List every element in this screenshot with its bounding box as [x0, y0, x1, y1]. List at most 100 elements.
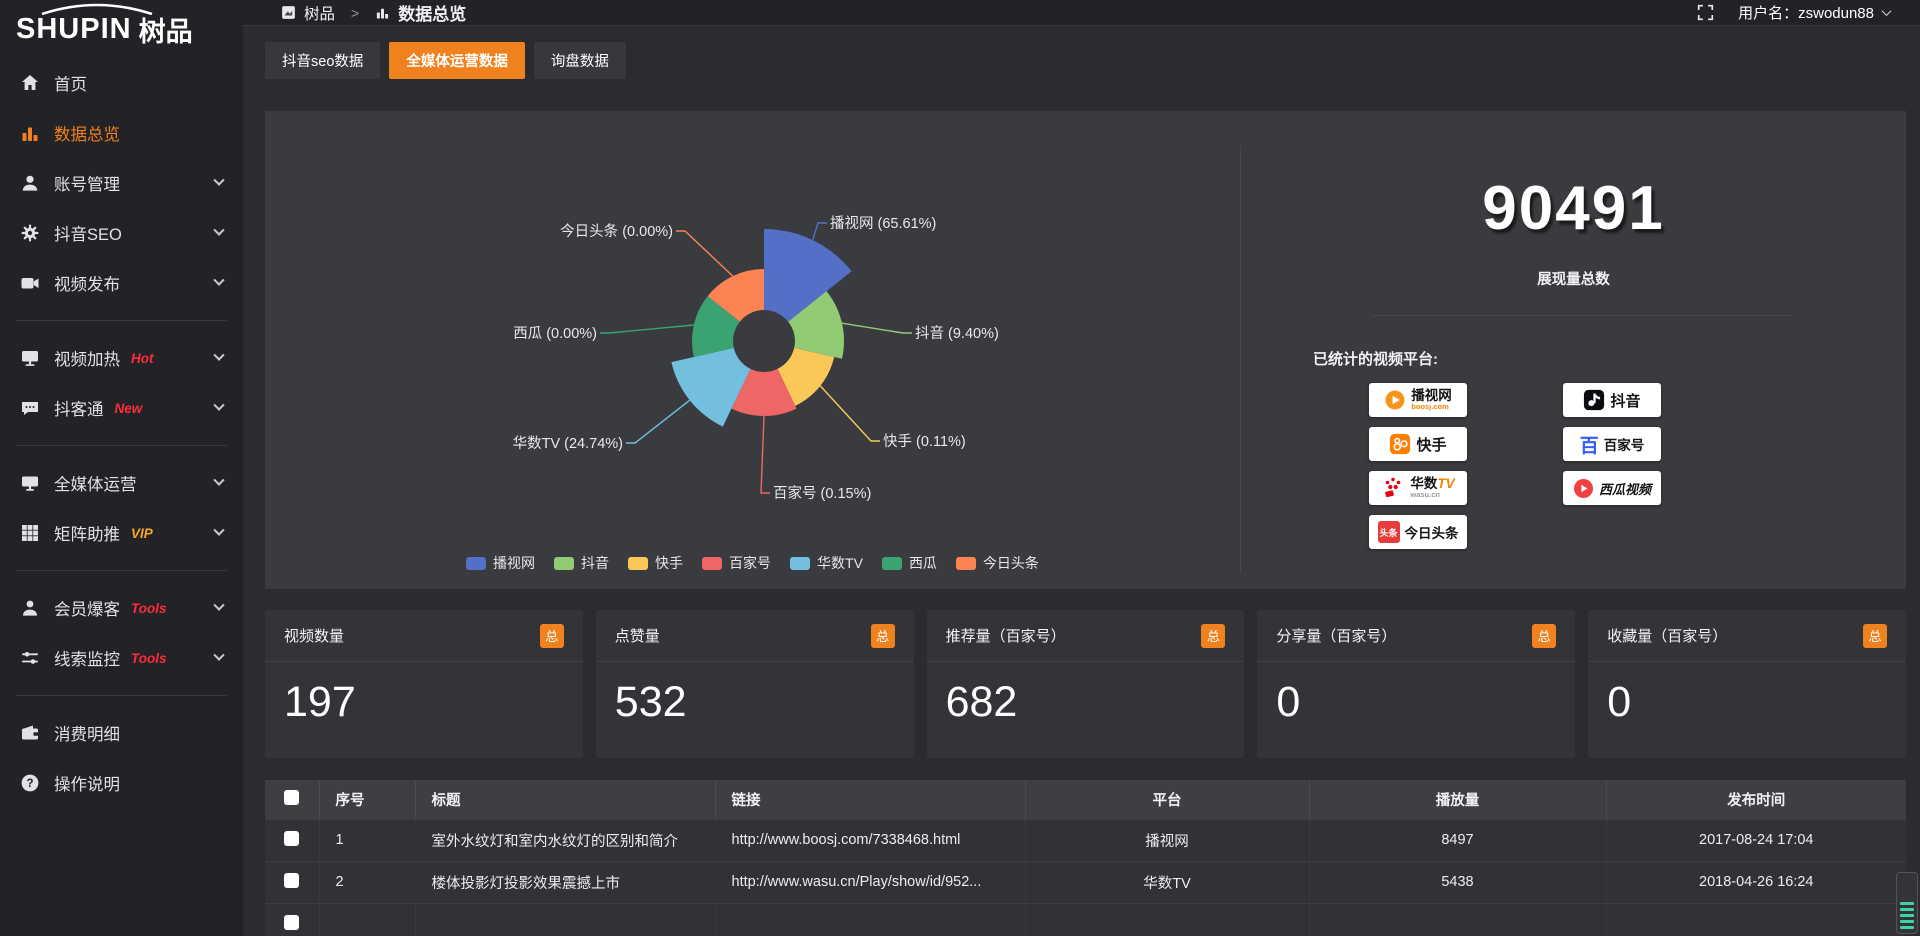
- monitor-icon: [20, 473, 40, 493]
- summary-divider: [1371, 315, 1791, 316]
- legend-item-播视网[interactable]: 播视网: [466, 553, 535, 573]
- sidebar-item-label: 首页: [54, 76, 87, 94]
- platform-badge-douyin[interactable]: 抖音: [1563, 383, 1661, 417]
- sidebar-item-video-publish[interactable]: 视频发布: [0, 258, 243, 308]
- sidebar-item-user[interactable]: 账号管理: [0, 158, 243, 208]
- slice-抖音[interactable]: [788, 291, 844, 359]
- row-checkbox[interactable]: [284, 914, 300, 930]
- sidebar-item-home[interactable]: 首页: [0, 58, 243, 108]
- cell-no: 2: [319, 860, 416, 903]
- sidebar-item-tag: New: [114, 400, 143, 416]
- panel-divider: [1240, 145, 1241, 573]
- platform-badge-kuaishou[interactable]: 快手: [1369, 427, 1467, 461]
- column-header-2: 链接: [715, 780, 1026, 819]
- topbar: 树品 > 数据总览 用户名：zswodun88: [243, 0, 1920, 26]
- sidebar-item-label: 矩阵助推: [54, 526, 120, 544]
- breadcrumb-current[interactable]: 数据总览: [398, 5, 467, 24]
- sidebar-item-label: 抖客通: [54, 401, 104, 419]
- sidebar-item-label: 消费明细: [54, 726, 120, 744]
- legend-swatch: [628, 556, 649, 570]
- slice-百家号[interactable]: [731, 368, 797, 417]
- videos-table: 序号 标题 链接 平台 播放量 发布时间 1 室外水纹灯和室内水纹灯的区别和简介 http…: [265, 780, 1906, 936]
- slice-播视网[interactable]: [764, 229, 852, 322]
- sidebar-item-bar-chart[interactable]: 数据总览: [0, 108, 243, 158]
- row-checkbox[interactable]: [284, 830, 300, 846]
- legend-item-抖音[interactable]: 抖音: [554, 553, 609, 573]
- summary-panel: 90491 展现量总数 已统计的视频平台: 播视网 boosj.com 快手 华数TV…: [1241, 111, 1906, 589]
- chevron-down-icon: [213, 399, 225, 411]
- help-icon: ?: [20, 773, 40, 793]
- table-row: 1 室外水纹灯和室内水纹灯的区别和简介 http://www.boosj.com…: [265, 818, 1906, 861]
- tab-2[interactable]: 询盘数据: [533, 42, 626, 79]
- chevron-down-icon: [213, 649, 225, 661]
- total-impressions-value: 90491: [1482, 174, 1665, 243]
- select-all-checkbox[interactable]: [284, 789, 300, 805]
- monitor-play-icon: [20, 348, 40, 368]
- tab-1[interactable]: 全媒体运营数据: [389, 42, 525, 79]
- main-content: 抖音seo数据 全媒体运营数据 询盘数据 播视网 (65.61%) 抖音 (9.40%…: [243, 26, 1920, 936]
- total-badge[interactable]: 总: [1862, 623, 1887, 648]
- sidebar-item-grid[interactable]: 矩阵助推 VIP: [0, 508, 243, 558]
- stat-card-4: 收藏量（百家号） 总 0: [1588, 610, 1906, 758]
- sidebar-item-monitor[interactable]: 全媒体运营: [0, 458, 243, 508]
- platform-badges: 播视网 boosj.com 快手华数TV wasu.cn 头条 今日头条 抖音百百家号西瓜…: [1369, 383, 1906, 549]
- grid-icon: [20, 523, 40, 543]
- cell-link[interactable]: http://www.boosj.com/7338468.html: [715, 818, 1026, 861]
- sidebar-item-gear[interactable]: 抖音SEO: [0, 208, 243, 258]
- total-badge[interactable]: 总: [1201, 623, 1226, 648]
- slice-西瓜[interactable]: [691, 296, 740, 357]
- logo-latin: SHUPIN: [16, 12, 132, 45]
- breadcrumb-root[interactable]: 树品: [304, 5, 336, 23]
- sidebar-item-help[interactable]: ? 操作说明: [0, 758, 243, 808]
- cell-title[interactable]: 楼体投影灯投影效果震撼上市: [415, 860, 716, 903]
- stat-cards: 视频数量 总 197 点赞量 总 532 推荐量（百家号） 总 682 分享量（…: [265, 610, 1906, 758]
- breadcrumb: 树品 > 数据总览: [281, 0, 466, 25]
- menu-divider: [16, 445, 227, 446]
- legend-item-快手[interactable]: 快手: [628, 553, 683, 573]
- stat-card-value: 0: [1607, 678, 1632, 726]
- tab-bar: 抖音seo数据 全媒体运营数据 询盘数据: [265, 42, 1906, 79]
- legend-item-西瓜[interactable]: 西瓜: [881, 553, 937, 573]
- baijiahao-glyph: 百: [1579, 435, 1599, 457]
- platform-badges-left: 播视网 boosj.com 快手华数TV wasu.cn 头条 今日头条: [1369, 383, 1467, 549]
- slice-华数TV[interactable]: [671, 347, 751, 427]
- member-icon: [20, 598, 40, 618]
- sidebar-item-wallet[interactable]: 消费明细: [0, 708, 243, 758]
- platform-badge-toutiao[interactable]: 头条 今日头条: [1369, 515, 1467, 549]
- stat-card-3: 分享量（百家号） 总 0: [1257, 610, 1576, 758]
- column-header-3: 平台: [1025, 780, 1310, 819]
- platform-badge-baijiahao[interactable]: 百百家号: [1563, 427, 1661, 461]
- platform-badge-boosj[interactable]: 播视网 boosj.com: [1369, 383, 1467, 417]
- sidebar-item-member[interactable]: 会员爆客 Tools: [0, 583, 243, 633]
- slice-快手[interactable]: [777, 347, 835, 406]
- legend-item-今日头条[interactable]: 今日头条: [955, 553, 1039, 573]
- total-badge[interactable]: 总: [870, 623, 895, 648]
- slice-label: 华数TV (24.74%): [513, 435, 623, 452]
- sidebar-menu: 首页 数据总览 账号管理 抖音SEO 视频发布: [0, 58, 243, 808]
- floating-widget[interactable]: [1896, 872, 1918, 934]
- total-badge[interactable]: 总: [539, 623, 564, 648]
- sidebar-item-tag: VIP: [131, 525, 153, 541]
- slice-label: 百家号 (0.15%): [773, 485, 871, 502]
- douyin-icon: [1583, 389, 1605, 411]
- row-checkbox[interactable]: [284, 872, 300, 888]
- legend-item-华数TV[interactable]: 华数TV: [790, 553, 863, 573]
- sidebar-item-sliders[interactable]: 线索监控 Tools: [0, 633, 243, 683]
- sidebar-item-monitor-play[interactable]: 视频加热 Hot: [0, 333, 243, 383]
- legend-item-百家号[interactable]: 百家号: [702, 553, 771, 573]
- tab-0[interactable]: 抖音seo数据: [265, 42, 381, 79]
- sidebar-item-tag: Tools: [131, 650, 167, 666]
- cell-title[interactable]: 室外水纹灯和室内水纹灯的区别和简介: [415, 818, 716, 861]
- fullscreen-icon[interactable]: [1697, 4, 1714, 21]
- kuaishou-icon: [1389, 433, 1411, 455]
- sidebar-item-chat[interactable]: 抖客通 New: [0, 383, 243, 433]
- chart-legend: 播视网 抖音 快手 百家号 华数TV 西瓜 今日头条: [265, 553, 1240, 573]
- app-logo[interactable]: SHUPIN 树品: [0, 0, 243, 58]
- column-header-0: 序号: [319, 780, 416, 819]
- cell-link[interactable]: http://www.wasu.cn/Play/show/id/952...: [715, 860, 1026, 903]
- total-badge[interactable]: 总: [1532, 623, 1557, 648]
- user-menu[interactable]: 用户名：zswodun88: [1738, 2, 1892, 23]
- platform-badge-wasu[interactable]: 华数TV wasu.cn: [1369, 471, 1467, 505]
- platform-badge-xigua[interactable]: 西瓜视频: [1563, 471, 1661, 505]
- slice-今日头条[interactable]: [707, 269, 764, 322]
